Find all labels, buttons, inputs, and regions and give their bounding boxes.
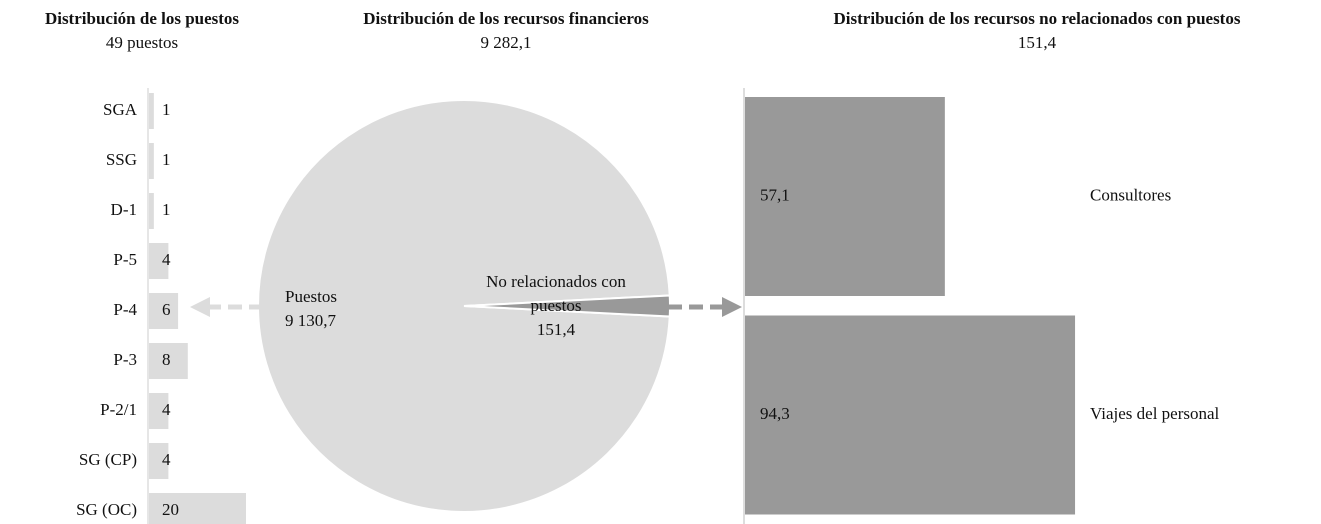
data-label: 8 — [162, 350, 171, 369]
category-label: P-3 — [113, 350, 137, 369]
chart-title: Distribución de los recursos no relacion… — [834, 9, 1241, 28]
bar — [149, 443, 169, 479]
slice-label: No relacionados con puestos 151,4 — [476, 270, 636, 342]
data-label: 1 — [162, 150, 171, 169]
slice-label: Puestos 9 130,7 — [230, 285, 395, 333]
data-label: 20 — [162, 500, 179, 519]
category-label: Viajes del personal — [1090, 404, 1220, 423]
data-label: 57,1 — [760, 185, 790, 204]
data-label: 1 — [162, 100, 171, 119]
bar — [149, 293, 179, 329]
data-label: 4 — [162, 250, 171, 269]
bar — [149, 193, 154, 229]
bar — [149, 243, 169, 279]
data-label: 94,3 — [760, 404, 790, 423]
chart-subtitle: 49 puestos — [106, 33, 178, 52]
bar — [745, 315, 1076, 515]
category-label: SSG — [106, 150, 137, 169]
category-label: Consultores — [1090, 185, 1171, 204]
slice-value: 151,4 — [536, 320, 576, 339]
slice-name: No relacionados con puestos — [486, 272, 626, 315]
bar — [745, 97, 945, 296]
bar — [149, 343, 188, 379]
bar — [149, 143, 154, 179]
bar — [149, 493, 246, 524]
category-label: SG (OC) — [76, 500, 137, 519]
chart-subtitle: 9 282,1 — [481, 33, 532, 52]
slice-name: Puestos — [285, 287, 337, 306]
data-label: 4 — [162, 400, 171, 419]
chart-title: Distribución de los recursos financieros — [363, 9, 649, 28]
category-label: P-4 — [113, 300, 137, 319]
bar — [149, 93, 154, 129]
data-label: 6 — [162, 300, 171, 319]
category-label: SG (CP) — [79, 450, 137, 469]
chart-subtitle: 151,4 — [1018, 33, 1057, 52]
category-label: P-5 — [113, 250, 137, 269]
chart-title: Distribución de los puestos — [45, 9, 239, 28]
slice-value: 9 130,7 — [285, 311, 336, 330]
category-label: D-1 — [111, 200, 137, 219]
data-label: 1 — [162, 200, 171, 219]
data-label: 4 — [162, 450, 171, 469]
category-label: SGA — [103, 100, 138, 119]
bar — [149, 393, 169, 429]
category-label: P-2/1 — [100, 400, 137, 419]
